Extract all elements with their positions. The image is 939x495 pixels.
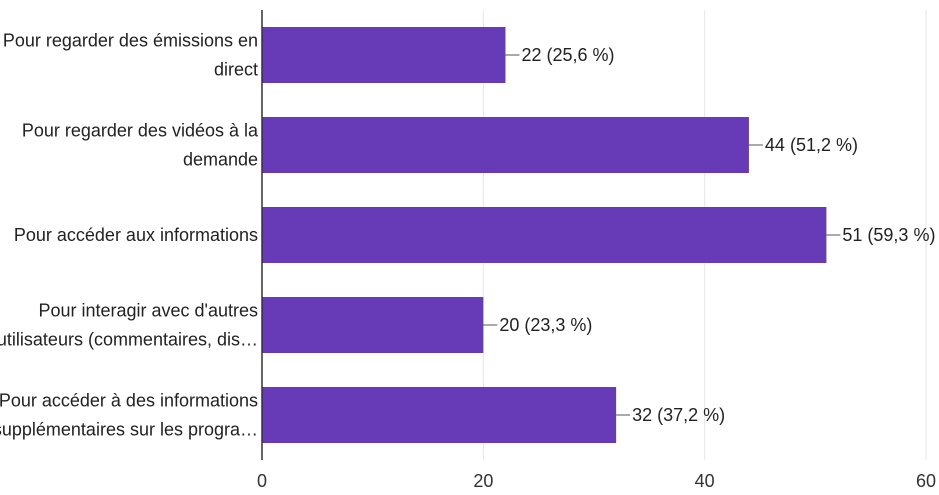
category-label: Pour accéder à des informations bbox=[0, 391, 258, 411]
bars bbox=[262, 27, 827, 443]
category-label: Pour accéder aux informations bbox=[14, 225, 258, 245]
x-tick-label: 20 bbox=[473, 471, 493, 491]
x-tick-label: 0 bbox=[257, 471, 267, 491]
x-tick-label: 40 bbox=[695, 471, 715, 491]
data-label-leaders bbox=[483, 54, 841, 416]
bar bbox=[262, 387, 617, 443]
data-label: 20 (23,3 %) bbox=[499, 315, 592, 335]
category-label: Pour regarder des vidéos à la bbox=[22, 121, 259, 141]
bar bbox=[262, 27, 506, 83]
data-label: 32 (37,2 %) bbox=[632, 405, 725, 425]
category-label: demande bbox=[183, 150, 258, 170]
category-label: direct bbox=[214, 60, 258, 80]
bar bbox=[262, 297, 484, 353]
category-label: utilisateurs (commentaires, dis… bbox=[0, 330, 258, 350]
category-label: supplémentaires sur les progra… bbox=[0, 420, 258, 440]
x-tick-labels: 0 20 40 60 bbox=[257, 471, 936, 491]
data-labels: 22 (25,6 %) 44 (51,2 %) 51 (59,3 %) 20 (23,… bbox=[499, 45, 935, 425]
data-label: 22 (25,6 %) bbox=[521, 45, 614, 65]
bar bbox=[262, 207, 827, 263]
category-label: Pour regarder des émissions en bbox=[3, 31, 258, 51]
category-labels: Pour regarder des émissions en direct Pour… bbox=[0, 31, 259, 440]
data-label: 44 (51,2 %) bbox=[765, 135, 858, 155]
bar bbox=[262, 117, 749, 173]
data-label: 51 (59,3 %) bbox=[842, 225, 935, 245]
category-label: Pour interagir avec d'autres bbox=[38, 301, 258, 321]
x-tick-label: 60 bbox=[916, 471, 936, 491]
